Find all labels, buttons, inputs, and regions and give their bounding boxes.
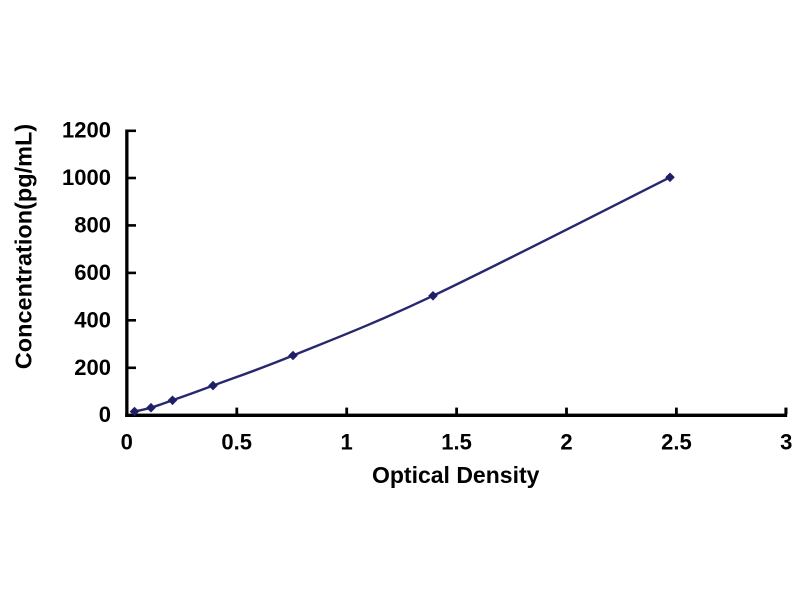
svg-text:Optical Density: Optical Density	[372, 462, 540, 488]
svg-text:0: 0	[121, 430, 133, 455]
svg-text:0: 0	[99, 402, 111, 427]
svg-text:200: 200	[74, 355, 111, 380]
svg-text:Concentration(pg/mL): Concentration(pg/mL)	[11, 124, 37, 369]
svg-text:600: 600	[74, 260, 111, 285]
svg-text:1000: 1000	[62, 165, 111, 190]
svg-text:1.5: 1.5	[441, 430, 472, 455]
svg-text:2.5: 2.5	[661, 430, 692, 455]
svg-text:1200: 1200	[62, 118, 111, 143]
svg-text:1: 1	[340, 430, 352, 455]
svg-text:2: 2	[560, 430, 572, 455]
svg-text:3: 3	[780, 430, 792, 455]
svg-text:0.5: 0.5	[221, 430, 252, 455]
svg-text:800: 800	[74, 212, 111, 237]
svg-text:400: 400	[74, 307, 111, 332]
